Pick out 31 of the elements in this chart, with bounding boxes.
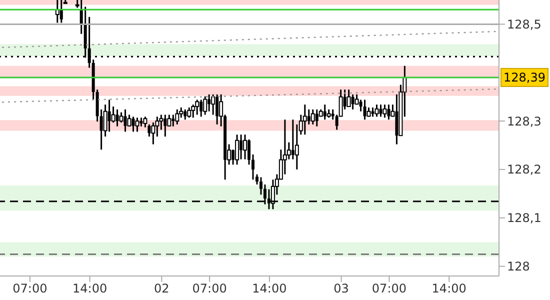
candlestick <box>235 134 240 166</box>
candlestick <box>124 108 127 132</box>
candlestick <box>203 96 208 116</box>
candlestick <box>382 104 387 118</box>
y-tick-label: 128,2 <box>507 162 542 177</box>
x-tick-label: 07:00 <box>372 282 407 296</box>
candlestick <box>302 104 307 136</box>
x-tick-label: 03 <box>334 282 349 296</box>
candlestick <box>135 116 140 132</box>
candlestick <box>371 106 374 118</box>
y-tick-label: 128,3 <box>507 114 542 128</box>
x-tick-label: 02 <box>154 282 170 296</box>
candlestick <box>243 134 248 160</box>
x-tick-label: 14:00 <box>72 282 108 296</box>
candlestick <box>282 118 287 176</box>
candlestick <box>374 104 379 118</box>
candlestick <box>294 124 299 170</box>
candlestick <box>187 106 192 118</box>
x-tick-label: 14:00 <box>432 282 466 296</box>
candlestick <box>175 108 180 126</box>
x-tick-label: 07:00 <box>12 282 48 296</box>
y-tick-label: 128 <box>507 260 530 274</box>
ref-line-label: 128,39 <box>504 70 546 84</box>
candlestick <box>195 98 200 116</box>
candlestick <box>346 88 351 108</box>
y-tick-label: 128,1 <box>507 211 542 226</box>
candlestick <box>310 108 315 126</box>
candlestick <box>191 104 196 118</box>
y-tick-label: 128,5 <box>507 17 542 32</box>
x-tick-label: 07:00 <box>192 282 227 296</box>
x-tick-label: 14:00 <box>252 282 287 296</box>
